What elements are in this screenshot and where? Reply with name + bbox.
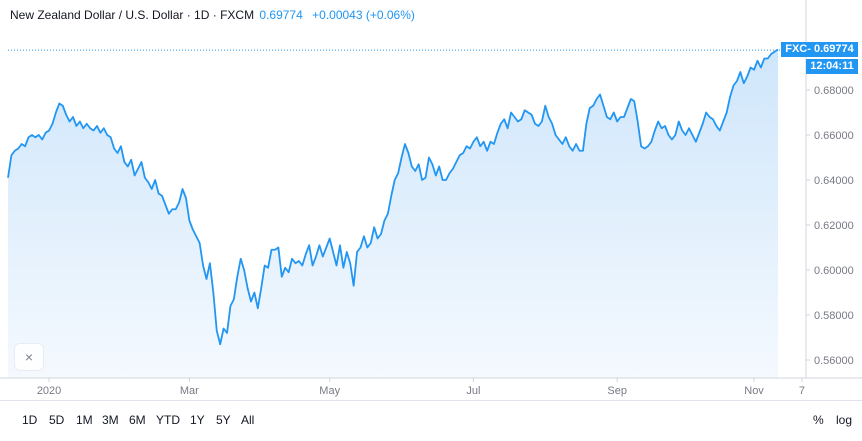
price-change: +0.00043 (+0.06%): [312, 8, 415, 22]
price-chart[interactable]: 0.56000 0.58000 0.60000 0.62000 0.64000 0.660…: [0, 0, 862, 400]
x-tick-label: Nov: [744, 385, 764, 397]
timeframe-ytd[interactable]: YTD: [156, 413, 180, 427]
x-tick-label: Sep: [607, 385, 627, 397]
timeframe-toolbar: 1D 5D 1M 3M 6M YTD 1Y 5Y All % log: [0, 400, 862, 441]
x-tick-label: Mar: [180, 385, 199, 397]
last-price-label: FXC- 0.69774: [781, 42, 858, 57]
chart-area[interactable]: 0.56000 0.58000 0.60000 0.62000 0.64000 0.660…: [0, 0, 862, 400]
close-icon: ×: [24, 349, 34, 365]
price-line: [7, 48, 779, 346]
timeframe-1m[interactable]: 1M: [76, 413, 93, 427]
x-tick-label: 7: [799, 385, 805, 397]
timeframe-all[interactable]: All: [241, 413, 255, 427]
last-price: 0.69774: [259, 8, 303, 22]
log-scale-button[interactable]: log: [836, 413, 853, 427]
timeframe-1d[interactable]: 1D: [22, 413, 38, 427]
y-tick-label: 0.56000: [814, 355, 854, 367]
y-tick-label: 0.66000: [814, 130, 854, 142]
price-area-fill: [8, 49, 778, 378]
countdown-label: 12:04:11: [806, 59, 858, 74]
symbol-title: New Zealand Dollar / U.S. Dollar · 1D · …: [10, 8, 255, 22]
y-tick-label: 0.68000: [814, 85, 854, 97]
x-tick-label: May: [319, 385, 340, 397]
timeframe-1y[interactable]: 1Y: [190, 413, 205, 427]
timeframe-6m[interactable]: 6M: [129, 413, 146, 427]
timeframe-5d[interactable]: 5D: [49, 413, 65, 427]
timeframe-3m[interactable]: 3M: [102, 413, 119, 427]
close-button[interactable]: ×: [14, 343, 44, 371]
symbol-header: New Zealand Dollar / U.S. Dollar · 1D · …: [10, 8, 415, 22]
timeframe-5y[interactable]: 5Y: [216, 413, 231, 427]
x-tick-label: 2020: [37, 385, 61, 397]
y-tick-label: 0.62000: [814, 220, 854, 232]
y-tick-label: 0.64000: [814, 175, 854, 187]
y-tick-label: 0.60000: [814, 265, 854, 277]
y-tick-label: 0.58000: [814, 310, 854, 322]
x-tick-label: Jul: [466, 385, 480, 397]
percent-scale-button[interactable]: %: [813, 413, 824, 427]
